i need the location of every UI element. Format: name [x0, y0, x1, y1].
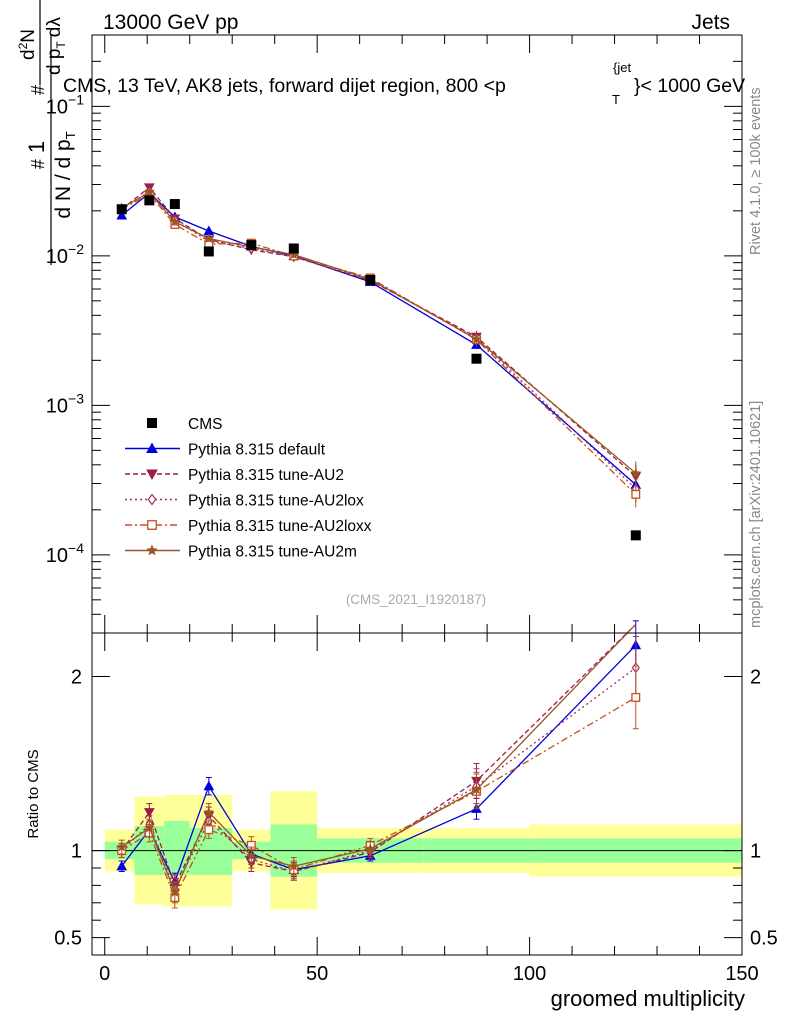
- header-jets-label: Jets: [691, 11, 730, 34]
- main-ylabel: #1 d N / d pT # d2N d pTdλ: [16, 0, 78, 265]
- legend-marker: [146, 469, 158, 481]
- legend-label: Pythia 8.315 tune-AU2lox: [188, 493, 364, 510]
- main-ylabel-dpt: d pTdλ: [44, 17, 68, 75]
- ratio-plot: 0 50 100 150 0.5 0.5 1 1 2 2: [54, 620, 778, 985]
- legend-label: Pythia 8.315 tune-AU2m: [188, 544, 357, 561]
- main-ylabel-denominator: d N / d pT: [52, 131, 78, 218]
- plot-title-superscript: {jet: [613, 60, 631, 75]
- cms-data-point: [116, 204, 127, 215]
- cms-data-point: [471, 353, 482, 364]
- x-tick-label: 0: [99, 963, 110, 985]
- ratio-ylabel: Ratio to CMS: [25, 749, 42, 838]
- main-series-point: [116, 209, 128, 220]
- ratio-series-point: [365, 843, 376, 854]
- cms-data-point: [246, 240, 257, 251]
- legend-label: Pythia 8.315 default: [188, 442, 326, 459]
- ratio-y-tick-label-right: 0.5: [750, 928, 778, 950]
- plot-title: CMS, 13 TeV, AK8 jets, forward dijet reg…: [63, 60, 745, 107]
- ratio-series-point: [288, 860, 300, 871]
- legend-marker: [147, 520, 157, 530]
- ratio-series-point: [116, 860, 128, 871]
- cms-data-point: [203, 246, 214, 257]
- ratio-series-point: [631, 692, 641, 702]
- main-y-tick-label: 10−4: [46, 540, 84, 567]
- analysis-id-label: (CMS_2021_I1920187): [346, 592, 486, 607]
- cms-data-point: [169, 199, 180, 210]
- main-y-tick-label: 10−3: [46, 390, 84, 417]
- plot-title-text: CMS, 13 TeV, AK8 jets, forward dijet reg…: [63, 75, 506, 97]
- legend-marker: [146, 442, 158, 453]
- legend-label: Pythia 8.315 tune-AU2: [188, 467, 344, 484]
- ratio-y-tick-label: 1: [71, 841, 82, 863]
- mcplots-label: mcplots.cern.ch [arXiv:2401.10621]: [748, 401, 764, 628]
- ratio-y-tick-label-right: 2: [750, 667, 761, 689]
- main-series-point: [631, 489, 641, 499]
- main-series-line: [121, 186, 637, 477]
- ratio-plot-frame: [91, 632, 743, 956]
- main-series-point: [203, 232, 215, 244]
- main-ylabel-text: #1: [24, 141, 49, 169]
- cms-data-point: [365, 274, 376, 285]
- main-ylabel-hash: #: [28, 85, 48, 95]
- main-plot: 10−110−210−310−4: [46, 34, 743, 634]
- main-ylabel-d2n: d2N: [16, 29, 39, 60]
- cms-data-point: [144, 195, 155, 206]
- legend-label: CMS: [188, 416, 222, 433]
- main-series-point: [471, 333, 482, 344]
- x-axis-label: groomed multiplicity: [551, 986, 745, 1011]
- cms-data-point: [288, 243, 299, 254]
- legend-label: Pythia 8.315 tune-AU2loxx: [188, 518, 372, 535]
- ratio-series-point: [144, 808, 155, 818]
- x-tick-label: 150: [725, 963, 758, 985]
- main-series-line: [121, 190, 637, 490]
- x-tick-label: 100: [513, 963, 546, 985]
- main-series-point: [169, 216, 181, 227]
- ratio-series-point: [203, 780, 215, 791]
- legend-marker: [146, 544, 158, 556]
- main-series-point: [630, 467, 642, 478]
- ratio-series-point: [116, 841, 127, 852]
- ratio-series-point: [204, 825, 214, 835]
- cms-data-point: [630, 530, 641, 541]
- ratio-y-tick-label: 2: [71, 667, 82, 689]
- plot-title-tail: }< 1000 GeV: [634, 75, 745, 97]
- ratio-series-point: [169, 886, 181, 897]
- ratio-y-tick-label: 0.5: [54, 928, 82, 950]
- legend-cms-marker: [147, 418, 157, 428]
- header-energy-label: 13000 GeV pp: [103, 11, 238, 34]
- legend: CMS Pythia 8.315 default Pythia 8.315 tune…: [125, 416, 372, 561]
- ratio-series-point: [245, 850, 257, 861]
- ratio-series-point: [144, 822, 155, 833]
- legend-marker: [147, 493, 157, 506]
- ratio-series-point: [203, 806, 215, 817]
- main-series-point: [144, 186, 155, 197]
- plot-title-subscript: T: [612, 92, 620, 107]
- rivet-version-label: Rivet 4.1.0, ≥ 100k events: [748, 87, 764, 255]
- ratio-y-tick-label-right: 1: [750, 841, 761, 863]
- ratio-series-point: [471, 784, 482, 795]
- x-tick-label: 50: [306, 963, 328, 985]
